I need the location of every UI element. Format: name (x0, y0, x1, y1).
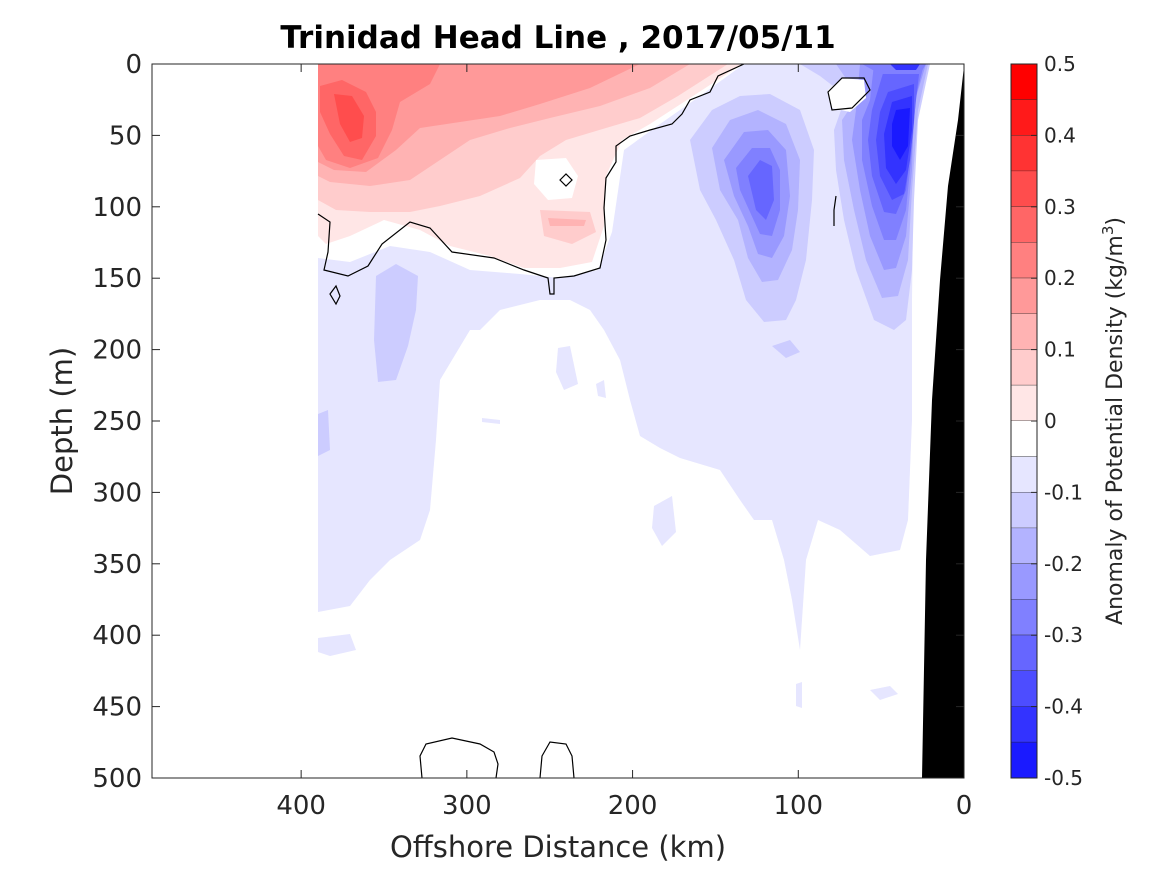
zero-contour-loop-2 (329, 284, 341, 306)
colorbar-tick-label: 0.4 (1044, 123, 1076, 147)
anomaly-fill-neg-09 (318, 410, 330, 456)
colorbar-swatch (1011, 563, 1037, 600)
x-tick-label: 0 (956, 791, 973, 821)
anomaly-fill-pos-10 (534, 158, 578, 200)
x-tick-label: 100 (773, 791, 823, 821)
colorbar-tick-label: 0.3 (1044, 195, 1076, 219)
zero-contour-loop-1 (827, 77, 871, 111)
colorbar-swatch (1011, 706, 1037, 743)
colorbar-swatch (1011, 313, 1037, 350)
chart-title: Trinidad Head Line , 2017/05/11 (280, 20, 835, 56)
anomaly-fill-neg-16 (748, 160, 774, 220)
colorbar-tick-label: -0.1 (1044, 480, 1083, 504)
anomaly-fill-neg-24 (892, 108, 910, 160)
colorbar-swatch (1011, 349, 1037, 386)
anomaly-fill-neg-02 (318, 634, 356, 656)
nearshore-negative-region (800, 64, 930, 330)
zero-contour-loop-3 (559, 173, 573, 187)
colorbar-tick-label: -0.3 (1044, 623, 1083, 647)
x-tick-label: 200 (608, 791, 658, 821)
colorbar-swatch (1011, 670, 1037, 707)
y-tick-label: 0 (125, 50, 142, 80)
colorbar-swatch (1011, 385, 1037, 421)
y-axis-title: Depth (m) (45, 347, 79, 495)
y-tick-label: 400 (92, 621, 142, 651)
anomaly-fill-neg-05 (796, 682, 802, 708)
colorbar-swatch (1011, 421, 1037, 457)
anomaly-fill-neg-11 (772, 340, 800, 358)
zero-contours (317, 64, 871, 778)
x-axis: 400 300 200 100 0 (276, 64, 972, 821)
colorbar-title: Anomaly of Potential Density (kg/m3) (1099, 217, 1128, 625)
zero-contour-main (317, 64, 745, 295)
y-tick-label: 300 (92, 478, 142, 508)
colorbar-title-main: Anomaly of Potential Density (kg/m (1103, 235, 1128, 625)
anomaly-fill-pos-07 (334, 94, 364, 142)
colorbar-swatches (1011, 64, 1037, 779)
anomaly-fill-neg-06 (556, 346, 578, 390)
y-tick-label: 100 (92, 193, 142, 223)
colorbar-swatch (1011, 99, 1037, 136)
colorbar-title-end: ) (1103, 217, 1128, 226)
y-tick-label: 450 (92, 693, 142, 723)
zero-contour-edge (833, 195, 837, 226)
colorbar-tick-label: -0.5 (1044, 766, 1083, 790)
contour-field (317, 64, 964, 778)
x-tick-label: 400 (276, 791, 326, 821)
colorbar-swatch (1011, 64, 1037, 100)
colorbar: 0.5 0.4 0.3 0.2 0.1 0 -0.1 -0.2 -0.3 -0.4 -0.5 Ano… (1010, 52, 1128, 790)
plot-area (151, 63, 965, 779)
colorbar-tick-label: 0.5 (1044, 52, 1076, 76)
y-axis: 0 50 100 150 200 250 300 350 400 450 500 (92, 50, 964, 794)
anomaly-fill-neg-08 (482, 418, 500, 424)
colorbar-swatch (1011, 278, 1037, 314)
colorbar-swatch (1011, 635, 1037, 671)
bathymetry-mask (922, 66, 964, 778)
colorbar-tick-label: 0.1 (1044, 338, 1076, 362)
colorbar-tick-label: -0.4 (1044, 695, 1083, 719)
x-tick-label: 300 (442, 791, 492, 821)
colorbar-ticks: 0.5 0.4 0.3 0.2 0.1 0 -0.1 -0.2 -0.3 -0.4 -0.5 (1031, 52, 1083, 790)
anomaly-fill-neg-26 (890, 64, 920, 70)
anomaly-fill-pos-09 (548, 218, 586, 226)
midshelf-negative-region (690, 94, 814, 322)
positive-anomaly-region (318, 64, 742, 268)
colorbar-tick-label: 0.2 (1044, 266, 1076, 290)
y-tick-label: 250 (92, 407, 142, 437)
colorbar-swatch (1011, 456, 1037, 493)
zero-contour-deep-1 (419, 737, 499, 778)
colorbar-tick-label: 0 (1044, 409, 1057, 433)
anomaly-fill-neg-10 (374, 264, 418, 382)
x-axis-title: Offshore Distance (km) (390, 830, 726, 864)
colorbar-swatch (1011, 135, 1037, 172)
colorbar-swatch (1011, 206, 1037, 243)
colorbar-swatch (1011, 492, 1037, 529)
colorbar-swatch (1011, 599, 1037, 636)
y-tick-label: 200 (92, 336, 142, 366)
y-tick-label: 500 (92, 764, 142, 794)
y-tick-label: 150 (92, 264, 142, 294)
anomaly-fill-neg-04 (870, 686, 898, 700)
zero-contour-deep-2 (539, 741, 575, 778)
colorbar-tick-label: -0.2 (1044, 552, 1083, 576)
y-tick-label: 50 (109, 121, 142, 151)
colorbar-swatch (1011, 171, 1037, 207)
colorbar-title-sup: 3 (1099, 226, 1117, 236)
anomaly-fill-neg-07 (596, 380, 606, 398)
colorbar-swatch (1011, 242, 1037, 279)
anomaly-fill-neg-03 (652, 496, 676, 546)
colorbar-swatch (1011, 528, 1037, 564)
y-tick-label: 350 (92, 550, 142, 580)
colorbar-swatch (1011, 742, 1037, 778)
